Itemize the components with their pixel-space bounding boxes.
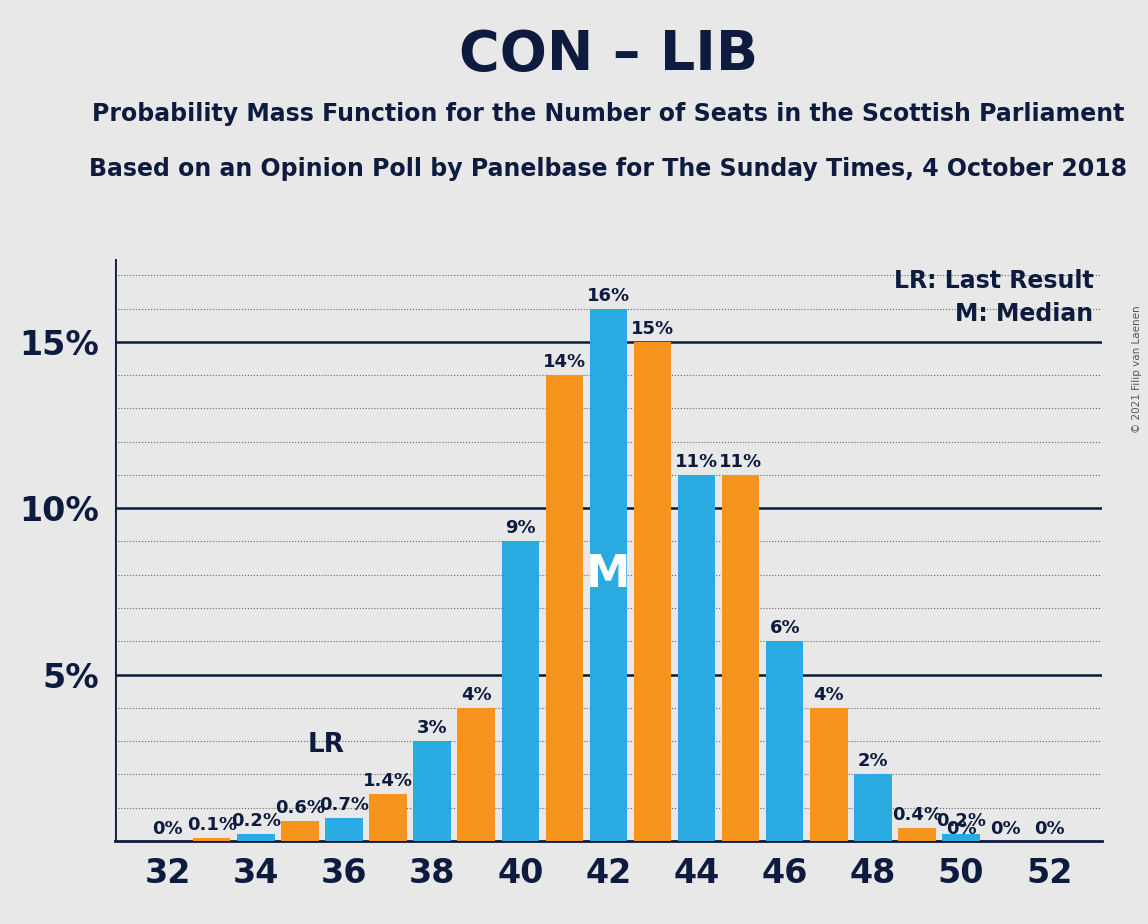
Text: M: M — [587, 553, 630, 596]
Bar — [325, 818, 363, 841]
Text: 15%: 15% — [631, 320, 674, 338]
Text: 0.2%: 0.2% — [231, 812, 281, 830]
Bar — [854, 774, 892, 841]
Text: CON – LIB: CON – LIB — [459, 28, 758, 81]
Text: LR: Last Result: LR: Last Result — [893, 269, 1093, 293]
Bar — [634, 342, 672, 841]
Bar — [413, 741, 451, 841]
Text: 11%: 11% — [675, 453, 719, 471]
Text: © 2021 Filip van Laenen: © 2021 Filip van Laenen — [1132, 306, 1142, 433]
Bar — [370, 795, 406, 841]
Text: 4%: 4% — [814, 686, 844, 704]
Text: 0%: 0% — [153, 821, 183, 838]
Text: 2%: 2% — [858, 752, 889, 771]
Text: 0%: 0% — [990, 821, 1021, 838]
Text: 1.4%: 1.4% — [363, 772, 413, 790]
Text: 0.6%: 0.6% — [274, 799, 325, 817]
Text: M: Median: M: Median — [955, 302, 1093, 326]
Text: Based on an Opinion Poll by Panelbase for The Sunday Times, 4 October 2018: Based on an Opinion Poll by Panelbase fo… — [90, 157, 1127, 181]
Bar — [281, 821, 319, 841]
Text: 3%: 3% — [417, 719, 448, 737]
Bar — [898, 828, 936, 841]
Text: Probability Mass Function for the Number of Seats in the Scottish Parliament: Probability Mass Function for the Number… — [92, 102, 1125, 126]
Bar — [238, 834, 274, 841]
Text: 9%: 9% — [505, 519, 536, 538]
Bar — [677, 475, 715, 841]
Bar — [545, 375, 583, 841]
Bar — [810, 708, 847, 841]
Text: 0%: 0% — [946, 821, 976, 838]
Text: 0.4%: 0.4% — [892, 806, 943, 823]
Text: 4%: 4% — [460, 686, 491, 704]
Text: 0.7%: 0.7% — [319, 796, 369, 813]
Bar — [590, 309, 627, 841]
Text: 0.2%: 0.2% — [936, 812, 986, 830]
Bar — [943, 834, 979, 841]
Text: 11%: 11% — [719, 453, 762, 471]
Bar — [722, 475, 759, 841]
Bar — [193, 837, 231, 841]
Text: 0.1%: 0.1% — [187, 816, 236, 833]
Bar — [458, 708, 495, 841]
Text: 0%: 0% — [1034, 821, 1064, 838]
Bar — [766, 641, 804, 841]
Bar — [502, 541, 540, 841]
Text: 6%: 6% — [769, 619, 800, 638]
Text: 16%: 16% — [587, 286, 630, 305]
Text: LR: LR — [308, 732, 344, 758]
Text: 14%: 14% — [543, 353, 585, 371]
